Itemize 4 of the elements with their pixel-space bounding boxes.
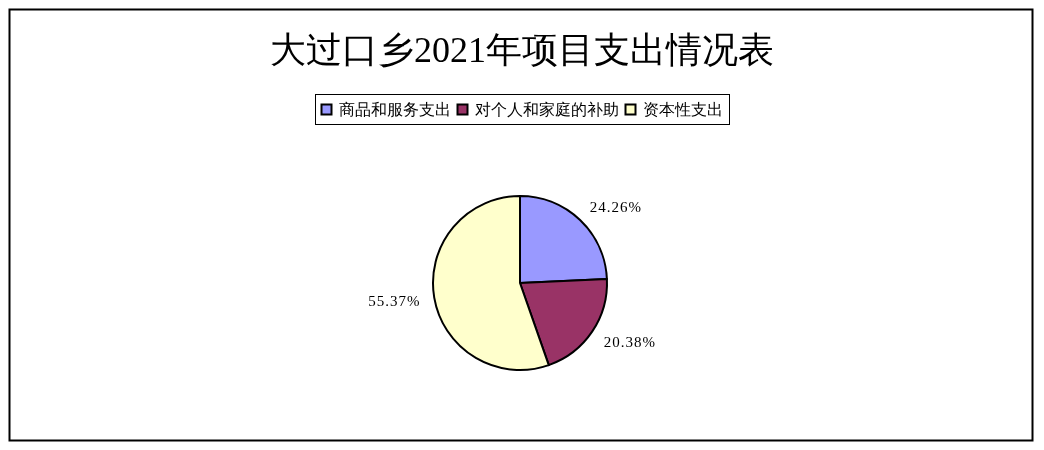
legend-label: 对个人和家庭的补助: [475, 101, 619, 118]
legend-label: 商品和服务支出: [339, 101, 451, 118]
legend-label: 资本性支出: [643, 101, 723, 118]
title: 大过口乡2021年项目支出情况表: [270, 30, 774, 70]
